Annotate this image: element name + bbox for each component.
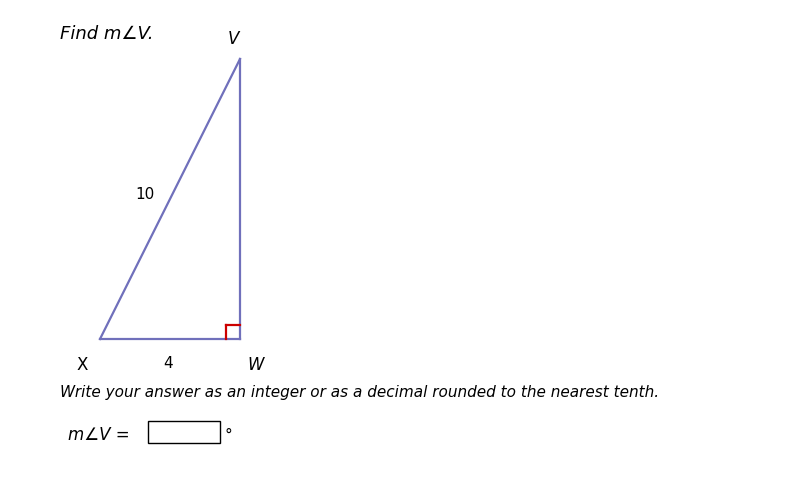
- Text: m∠V =: m∠V =: [68, 425, 130, 443]
- Text: W: W: [247, 355, 263, 373]
- Text: Write your answer as an integer or as a decimal rounded to the nearest tenth.: Write your answer as an integer or as a …: [60, 384, 659, 399]
- Text: 10: 10: [136, 187, 155, 202]
- Text: X: X: [76, 355, 88, 373]
- Text: Find m∠V.: Find m∠V.: [60, 25, 154, 43]
- Text: 4: 4: [163, 355, 173, 370]
- Text: °: °: [225, 426, 233, 441]
- FancyBboxPatch shape: [148, 421, 220, 443]
- Text: V: V: [227, 30, 238, 48]
